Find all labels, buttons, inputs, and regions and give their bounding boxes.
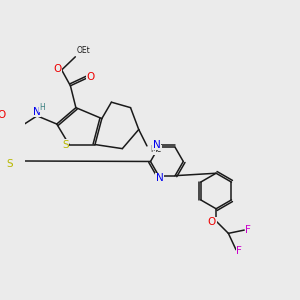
Text: Me: Me bbox=[150, 146, 161, 154]
Text: O: O bbox=[53, 64, 61, 74]
Text: OEt: OEt bbox=[77, 46, 90, 55]
Text: H: H bbox=[40, 103, 45, 112]
Text: F: F bbox=[245, 224, 251, 235]
Text: O: O bbox=[86, 72, 95, 82]
Text: N: N bbox=[156, 173, 164, 183]
Text: O: O bbox=[0, 110, 5, 120]
Text: N: N bbox=[153, 140, 160, 149]
Text: S: S bbox=[62, 140, 68, 149]
Text: O: O bbox=[208, 217, 216, 227]
Text: S: S bbox=[6, 159, 13, 169]
Text: N: N bbox=[33, 107, 41, 117]
Text: F: F bbox=[236, 246, 242, 256]
